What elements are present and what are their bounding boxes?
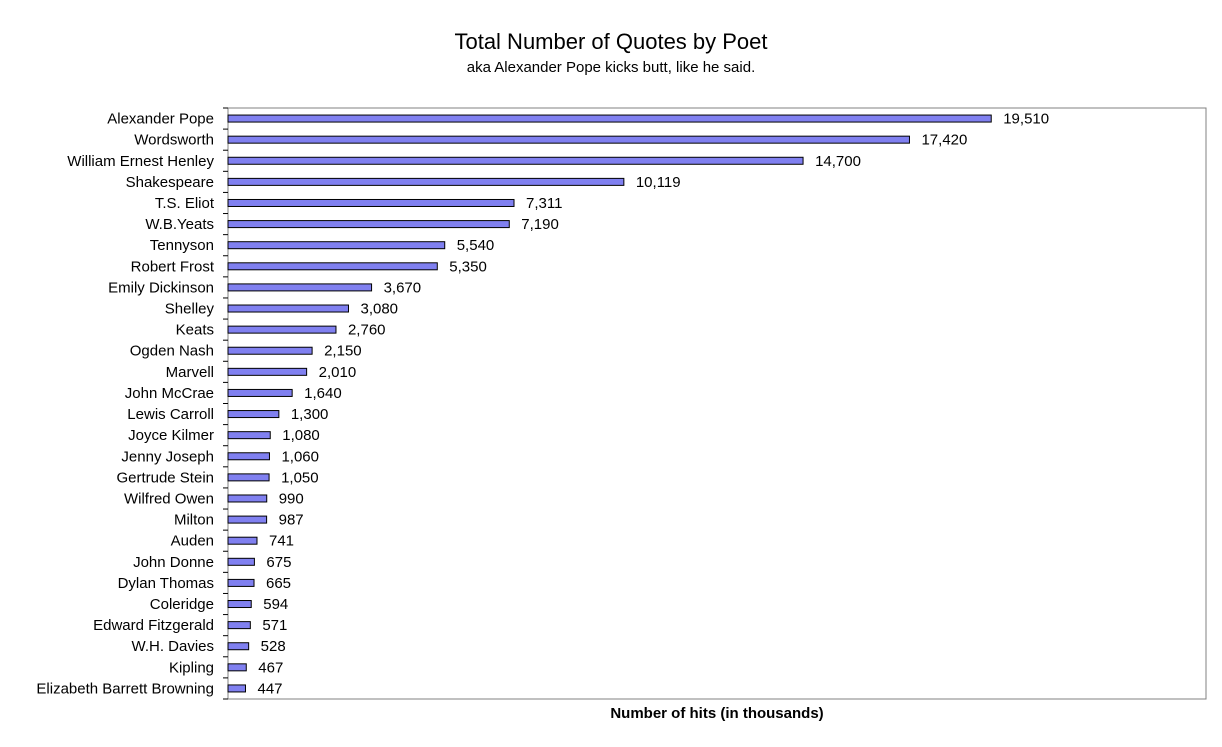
category-label: T.S. Eliot xyxy=(155,195,215,212)
category-label: John McCrae xyxy=(125,385,214,402)
bar xyxy=(227,494,268,503)
value-label: 987 xyxy=(279,512,304,529)
category-label: Joyce Kilmer xyxy=(128,427,214,444)
value-label: 594 xyxy=(263,596,288,613)
value-label: 741 xyxy=(269,533,294,550)
category-labels: Alexander Pope Wordsworth William Ernest H… xyxy=(36,111,214,698)
bar xyxy=(227,410,280,419)
bar xyxy=(227,515,268,524)
bar xyxy=(227,621,251,630)
plot-area xyxy=(227,107,1207,700)
value-label: 1,060 xyxy=(281,448,319,465)
category-label: Lewis Carroll xyxy=(127,406,214,423)
category-label: Alexander Pope xyxy=(107,111,214,128)
bar xyxy=(227,642,250,651)
category-label: Marvell xyxy=(166,364,214,381)
value-label: 467 xyxy=(258,659,283,676)
category-label: Ogden Nash xyxy=(130,343,214,360)
value-label: 17,420 xyxy=(921,132,967,149)
bar xyxy=(227,262,438,271)
category-label: Shakespeare xyxy=(126,174,214,191)
value-label: 14,700 xyxy=(815,153,861,170)
value-label: 528 xyxy=(261,638,286,655)
value-label: 1,640 xyxy=(304,385,342,402)
bar xyxy=(227,114,992,123)
category-label: Gertrude Stein xyxy=(116,469,214,486)
bar xyxy=(227,452,270,461)
value-label: 3,080 xyxy=(360,301,398,318)
bar xyxy=(227,198,515,207)
category-label: W.B.Yeats xyxy=(145,216,214,233)
bar xyxy=(227,367,308,376)
category-label: Wilfred Owen xyxy=(124,490,214,507)
bar xyxy=(227,156,804,165)
category-label: Elizabeth Barrett Browning xyxy=(36,680,214,697)
bar xyxy=(227,325,337,334)
category-label: Auden xyxy=(171,533,214,550)
bar xyxy=(227,220,510,229)
bar xyxy=(227,431,271,440)
bar xyxy=(227,346,313,355)
category-label: Coleridge xyxy=(150,596,214,613)
value-label: 19,510 xyxy=(1003,111,1049,128)
chart-subtitle: aka Alexander Pope kicks butt, like he s… xyxy=(466,59,756,76)
value-label: 1,050 xyxy=(281,469,319,486)
value-label: 10,119 xyxy=(636,174,681,191)
category-label: Milton xyxy=(174,512,214,529)
bar xyxy=(227,578,255,587)
value-label: 1,080 xyxy=(282,427,320,444)
bar xyxy=(227,135,910,144)
category-label: John Donne xyxy=(133,554,214,571)
category-label: William Ernest Henley xyxy=(67,153,214,170)
value-label: 5,540 xyxy=(457,237,495,254)
bar xyxy=(227,557,255,566)
category-label: Tennyson xyxy=(150,237,214,254)
value-label: 1,300 xyxy=(291,406,329,423)
value-label: 3,670 xyxy=(384,279,422,296)
value-label: 665 xyxy=(266,575,291,592)
bar xyxy=(227,600,252,609)
value-label: 571 xyxy=(262,617,287,634)
category-label: Keats xyxy=(176,322,214,339)
value-label: 2,150 xyxy=(324,343,362,360)
chart-title: Total Number of Quotes by Poet xyxy=(454,29,768,54)
bar xyxy=(227,304,349,313)
category-label: Edward Fitzgerald xyxy=(93,617,214,634)
category-label: Wordsworth xyxy=(134,132,214,149)
value-label: 7,311 xyxy=(526,195,562,212)
category-label: Jenny Joseph xyxy=(121,448,214,465)
value-labels: 19,510 17,420 14,700 10,119 7,311 7,190 5,540 5… xyxy=(257,111,1049,698)
category-label: Kipling xyxy=(169,659,214,676)
value-label: 2,760 xyxy=(348,322,386,339)
bar xyxy=(227,241,446,250)
bar xyxy=(227,283,373,292)
category-label: Shelley xyxy=(165,301,215,318)
bar xyxy=(227,536,258,545)
bar xyxy=(227,177,625,186)
bars-group xyxy=(227,114,992,693)
category-label: Robert Frost xyxy=(131,258,215,275)
category-label: Dylan Thomas xyxy=(118,575,214,592)
bar xyxy=(227,684,246,693)
y-axis-ticks xyxy=(223,107,228,700)
category-label: W.H. Davies xyxy=(131,638,214,655)
value-label: 5,350 xyxy=(449,258,487,275)
value-label: 447 xyxy=(257,680,282,697)
value-label: 990 xyxy=(279,490,304,507)
x-axis-title: Number of hits (in thousands) xyxy=(610,705,824,722)
bar xyxy=(227,388,293,397)
bar xyxy=(227,663,247,672)
value-label: 675 xyxy=(266,554,291,571)
bar xyxy=(227,473,270,482)
category-label: Emily Dickinson xyxy=(108,279,214,296)
value-label: 7,190 xyxy=(521,216,559,233)
value-label: 2,010 xyxy=(319,364,357,381)
